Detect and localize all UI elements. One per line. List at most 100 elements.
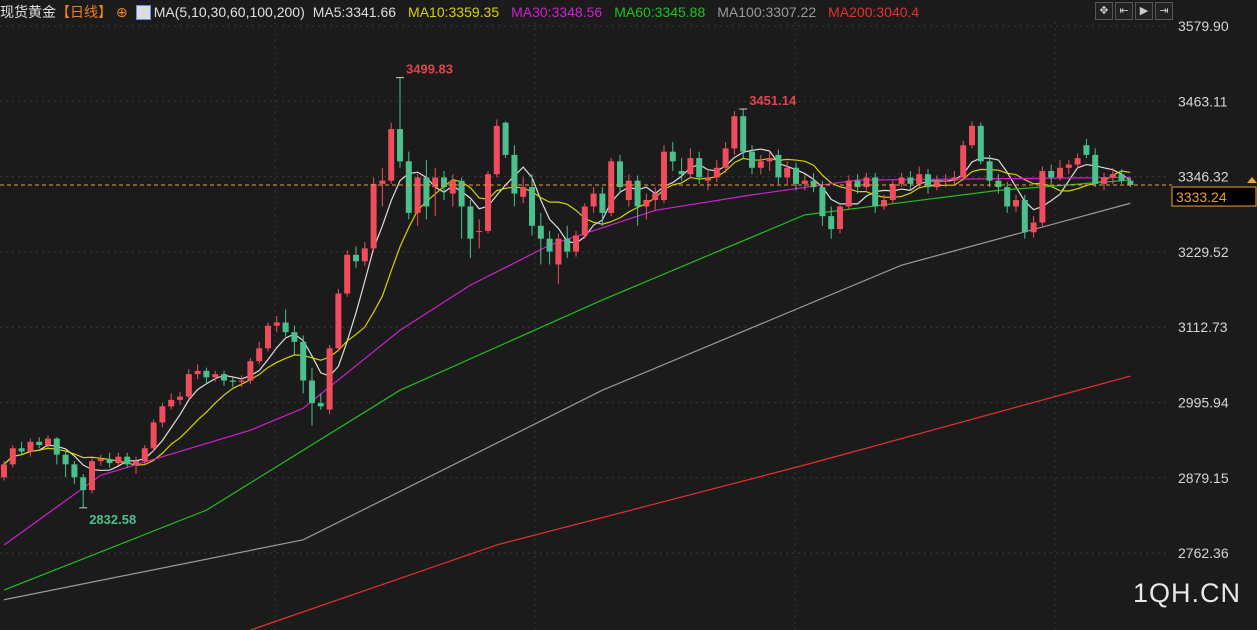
candle-down bbox=[696, 158, 703, 178]
ma-values: MA5:3341.66 MA10:3359.35 MA30:3348.56 MA60:… bbox=[313, 4, 931, 20]
candle-down bbox=[1021, 200, 1028, 233]
candle-up bbox=[889, 183, 896, 201]
candle-down bbox=[599, 193, 606, 213]
candle-up bbox=[713, 167, 720, 178]
ma-value-4: MA100:3307.22 bbox=[717, 4, 817, 20]
candle-down bbox=[819, 187, 826, 217]
candle-up bbox=[643, 200, 650, 207]
chart-toolbar: ✥ ⇤ ▶ ⇥ bbox=[1095, 2, 1173, 20]
candle-up bbox=[845, 180, 852, 207]
candle-down bbox=[62, 454, 69, 465]
candle-up bbox=[687, 158, 694, 175]
candle-down bbox=[300, 341, 307, 381]
candle-down bbox=[810, 180, 817, 188]
candle-up bbox=[273, 322, 280, 326]
candle-up bbox=[414, 177, 421, 213]
candle-down bbox=[529, 187, 535, 226]
period-selector[interactable]: 【日线】 bbox=[56, 4, 112, 20]
candle-down bbox=[317, 403, 324, 407]
candle-down bbox=[203, 370, 210, 378]
zoom-out-icon[interactable]: ▶ bbox=[1135, 2, 1153, 20]
candle-up bbox=[1074, 158, 1081, 165]
indicator-icon[interactable] bbox=[135, 4, 151, 20]
candle-down bbox=[502, 122, 509, 155]
crosshair-icon[interactable]: ✥ bbox=[1095, 2, 1113, 20]
candle-up bbox=[590, 193, 597, 207]
ma-indicator-label[interactable]: MA(5,10,30,60,100,200) bbox=[153, 4, 305, 20]
candle-up bbox=[652, 193, 659, 201]
candle-up bbox=[238, 380, 245, 382]
candle-down bbox=[80, 477, 87, 491]
candle-down bbox=[441, 177, 447, 188]
instrument-name: 现货黄金 bbox=[0, 4, 56, 20]
candle-down bbox=[669, 151, 676, 162]
candle-up bbox=[784, 167, 791, 178]
candle-down bbox=[71, 464, 78, 478]
candle-up bbox=[1065, 164, 1072, 168]
chart-header: 现货黄金 【日线】 ⊕ MA(5,10,30,60,100,200) MA5:3… bbox=[0, 3, 939, 21]
candle-down bbox=[53, 438, 60, 455]
candle-down bbox=[229, 380, 236, 382]
candle-down bbox=[740, 116, 747, 152]
ma-value-5: MA200:3040.4 bbox=[828, 4, 920, 20]
candle-up bbox=[493, 125, 500, 175]
candle-down bbox=[124, 456, 131, 465]
candle-up bbox=[520, 187, 527, 197]
candle-down bbox=[221, 374, 227, 381]
candle-up bbox=[608, 161, 615, 213]
candle-up bbox=[1057, 167, 1063, 178]
candle-down bbox=[537, 225, 544, 239]
candle-down bbox=[353, 254, 359, 262]
candle-down bbox=[1127, 180, 1134, 186]
candle-up bbox=[757, 161, 764, 168]
candle-up bbox=[969, 125, 975, 146]
candle-down bbox=[511, 154, 518, 194]
candle-down bbox=[397, 129, 403, 162]
candle-up bbox=[247, 361, 254, 381]
candle-up bbox=[370, 183, 377, 249]
candle-up bbox=[625, 180, 632, 201]
candle-down bbox=[467, 206, 474, 239]
candle-up bbox=[194, 370, 201, 375]
ma-line-ma10 bbox=[3, 157, 1131, 466]
last-price-box bbox=[1171, 186, 1257, 207]
watermark: 1QH.CN bbox=[1133, 578, 1242, 608]
candle-down bbox=[986, 161, 993, 181]
candle-down bbox=[775, 154, 782, 178]
ma-value-2: MA30:3348.56 bbox=[511, 4, 603, 20]
candle-up bbox=[379, 180, 386, 184]
ma-line-ma200 bbox=[250, 375, 1131, 630]
candle-down bbox=[793, 167, 799, 184]
candle-up bbox=[581, 206, 588, 236]
candle-up bbox=[722, 148, 729, 168]
candle-down bbox=[749, 151, 755, 168]
candle-down bbox=[291, 332, 298, 342]
candle-up bbox=[159, 406, 166, 423]
y-tick-label: 3346.32 bbox=[1178, 169, 1229, 185]
add-icon[interactable]: ⊕ bbox=[116, 3, 128, 20]
candle-down bbox=[1118, 174, 1125, 181]
candle-up bbox=[555, 238, 562, 265]
move-right-icon[interactable]: ⇥ bbox=[1155, 2, 1173, 20]
y-tick-label: 3463.11 bbox=[1178, 93, 1228, 109]
candle-up bbox=[1039, 171, 1046, 223]
ma-value-1: MA10:3359.35 bbox=[408, 4, 500, 20]
candle-up bbox=[951, 177, 958, 181]
candle-down bbox=[1092, 154, 1099, 184]
candle-up bbox=[1013, 200, 1019, 207]
candle-up bbox=[335, 293, 342, 349]
candle-up bbox=[212, 374, 219, 378]
zoom-in-icon[interactable]: ⇤ bbox=[1115, 2, 1133, 20]
candle-up bbox=[942, 180, 949, 182]
candle-down bbox=[854, 180, 861, 188]
candle-down bbox=[634, 180, 641, 207]
candle-down bbox=[907, 177, 914, 184]
candle-up bbox=[27, 441, 34, 452]
candle-down bbox=[36, 441, 43, 446]
candle-up bbox=[1109, 174, 1116, 178]
candle-up bbox=[141, 448, 148, 462]
y-tick-label: 2995.94 bbox=[1178, 395, 1229, 411]
candle-down bbox=[977, 125, 984, 162]
candle-down bbox=[282, 322, 289, 333]
